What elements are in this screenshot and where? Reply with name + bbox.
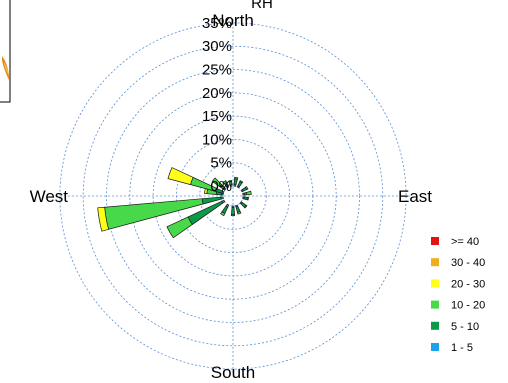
tick-label: 15%: [202, 108, 232, 125]
polar-grid: [55, 18, 411, 374]
petal-330-10-20: [222, 180, 228, 185]
petal-10-5-10: [233, 178, 238, 185]
petal-30-10-20: [239, 180, 244, 184]
radial-tick-labels: 0% 5% 10% 15% 20% 25% 30% 35%: [202, 15, 232, 195]
legend-swatch: [431, 279, 439, 288]
legend-swatch: [431, 343, 439, 351]
grid-circle: [106, 69, 360, 323]
petal-80-10-20: [245, 190, 252, 196]
petal-130-10-20: [243, 204, 248, 209]
legend-swatch: [431, 321, 439, 330]
grid-circle: [222, 185, 244, 207]
tick-label: 30%: [202, 38, 232, 55]
inset-map-fragment: [0, 0, 11, 103]
grid-circle: [82, 45, 384, 347]
petal-10-10-20: [234, 176, 239, 180]
legend-label: 1 - 5: [451, 342, 473, 354]
legend-swatch: [431, 300, 439, 309]
petal-310-10-20: [211, 177, 223, 188]
petal-240-10-20: [166, 216, 193, 239]
petal-260-20-30: [97, 206, 109, 232]
legend-label: 30 - 40: [451, 257, 485, 269]
legend-label: 20 - 30: [451, 278, 485, 290]
legend-swatch: [431, 237, 439, 245]
legend-label: 5 - 10: [451, 321, 479, 333]
east-label: East: [398, 187, 432, 206]
wind-petals: [97, 167, 252, 239]
legend: >= 40 30 - 40 20 - 30 10 - 20 5 - 10 1 - 5: [431, 236, 485, 354]
tick-label: 5%: [210, 155, 232, 172]
north-label: North: [212, 11, 254, 30]
petal-60-10-20: [244, 186, 249, 191]
petal-210-10-20: [220, 211, 226, 217]
petal-290-20-30: [167, 167, 194, 186]
tick-label: 35%: [202, 15, 232, 32]
petal-160-10-20: [236, 210, 242, 215]
legend-swatch: [431, 258, 439, 267]
west-label: West: [30, 187, 69, 206]
legend-label: >= 40: [451, 236, 479, 248]
tick-label: 10%: [202, 131, 232, 148]
grid-circle: [199, 162, 267, 230]
legend-label: 10 - 20: [451, 300, 485, 312]
chart-title: RH: [251, 0, 273, 12]
tick-label: 0%: [210, 178, 232, 195]
petal-350-10-20: [228, 180, 233, 183]
petal-180-5-10: [231, 206, 235, 215]
petal-180-10-20: [230, 213, 236, 217]
tick-label: 20%: [202, 85, 232, 102]
south-label: South: [211, 363, 255, 382]
grid-circle: [59, 22, 407, 370]
petal-100-10-20: [246, 196, 249, 201]
tick-label: 25%: [202, 62, 232, 79]
